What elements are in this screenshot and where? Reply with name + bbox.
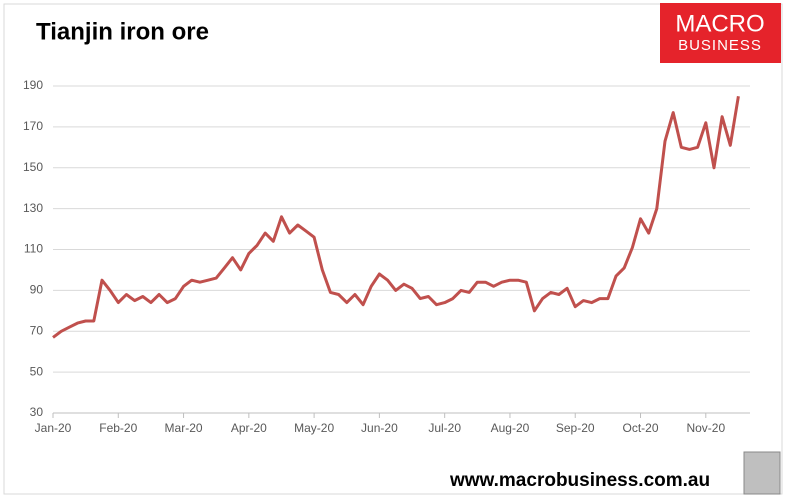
y-tick-label: 170 <box>23 119 43 133</box>
wolf-icon <box>743 451 781 495</box>
chart-frame <box>3 3 783 495</box>
y-tick-label: 130 <box>23 201 43 215</box>
x-tick-label: Jun-20 <box>361 421 398 435</box>
logo-box <box>660 3 781 63</box>
x-tick-label: Oct-20 <box>623 421 659 435</box>
y-tick-label: 190 <box>23 78 43 92</box>
x-tick-label: Mar-20 <box>165 421 203 435</box>
x-tick-label: Nov-20 <box>686 421 725 435</box>
y-tick-label: 90 <box>30 283 44 297</box>
x-tick-label: Aug-20 <box>491 421 530 435</box>
x-tick-label: Jan-20 <box>35 421 72 435</box>
logo-text: MACRO <box>675 10 764 37</box>
y-tick-label: 150 <box>23 160 43 174</box>
x-tick-label: May-20 <box>294 421 334 435</box>
line-series <box>52 95 740 339</box>
x-tick-label: Jul-20 <box>428 421 461 435</box>
logo-text: BUSINESS <box>678 37 762 54</box>
x-tick-label: Apr-20 <box>231 421 267 435</box>
y-tick-label: 50 <box>30 364 44 378</box>
x-tick-label: Feb-20 <box>99 421 137 435</box>
y-tick-label: 30 <box>30 405 44 419</box>
x-tick-label: Sep-20 <box>556 421 595 435</box>
y-tick-label: 70 <box>30 323 44 337</box>
footer: www.macrobusiness.com.au <box>449 470 710 491</box>
chart-title: Tianjin iron ore <box>36 18 209 45</box>
y-tick-label: 110 <box>24 242 43 256</box>
